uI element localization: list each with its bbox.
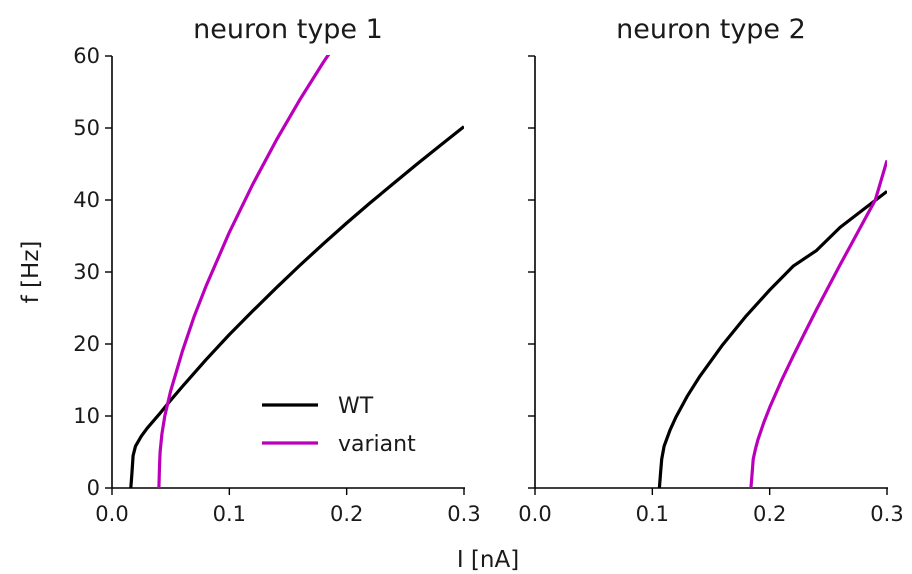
x-tick-label: 0.3: [447, 502, 480, 526]
y-tick-label: 10: [73, 404, 100, 428]
y-tick-label: 0: [87, 476, 100, 500]
x-axis-label: I [nA]: [457, 547, 519, 573]
series-line-wt: [129, 125, 464, 488]
series-line-variant: [157, 55, 331, 488]
panel-title: neuron type 2: [616, 14, 806, 45]
x-tick-label: 0.1: [636, 502, 669, 526]
x-tick-label: 0.2: [330, 502, 363, 526]
x-tick-label: 0.2: [753, 502, 786, 526]
x-tick-label: 0.3: [870, 502, 903, 526]
series-line-wt: [657, 190, 887, 488]
panel-title: neuron type 1: [193, 14, 383, 45]
legend-entry: variant: [338, 432, 416, 457]
x-tick-label: 0.0: [518, 502, 551, 526]
x-tick-label: 0.1: [213, 502, 246, 526]
y-tick-label: 20: [73, 332, 100, 356]
y-tick-label: 50: [73, 116, 100, 140]
legend-entry: WT: [338, 394, 374, 419]
y-tick-label: 60: [73, 44, 100, 68]
x-tick-label: 0.0: [95, 502, 128, 526]
y-axis-label: f [Hz]: [18, 241, 44, 304]
series-line-variant: [749, 159, 887, 488]
y-tick-label: 40: [73, 188, 100, 212]
y-tick-label: 30: [73, 260, 100, 284]
panel-2: neuron type 2 0.0 0.1 0.2 0.3: [518, 14, 903, 526]
panel-1: neuron type 1 0 10 20 30 40 50 60 0.0 0.1 0.2 0.3 f …: [18, 14, 481, 526]
